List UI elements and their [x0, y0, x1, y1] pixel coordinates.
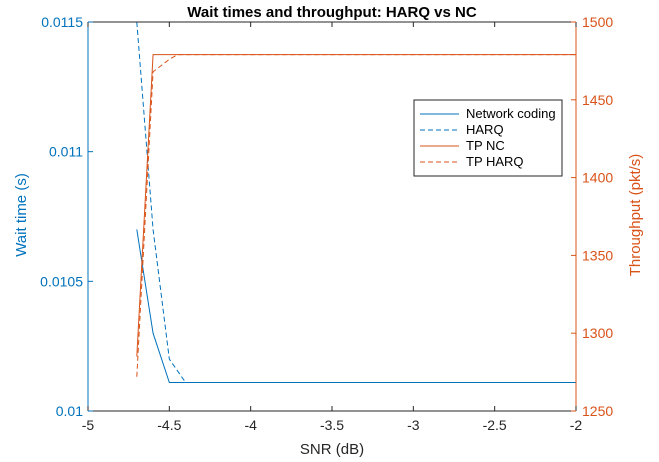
plot-area	[88, 22, 576, 411]
x-tick-label: -2.5	[483, 417, 507, 433]
axes-layer: -5 -4.5 -4 -3.5 -3 -2.5 -2 0.01 0.0105 0.011 0.011…	[40, 14, 613, 433]
x-axis-label: SNR (dB)	[300, 441, 364, 458]
y-right-tick-label: 1250	[582, 403, 613, 419]
y-right-tick-label: 1500	[582, 14, 613, 30]
y-right-tick-label: 1400	[582, 170, 613, 186]
y-right-tick-label: 1350	[582, 247, 613, 263]
legend-label: TP NC	[466, 138, 505, 153]
x-tick-label: -4.5	[157, 417, 181, 433]
series-layer	[136, 22, 576, 383]
legend-label: TP HARQ	[466, 154, 524, 169]
y-left-tick-label: 0.01	[56, 403, 83, 419]
x-tick-label: -5	[82, 417, 95, 433]
y-left-tick-label: 0.0115	[41, 14, 83, 30]
x-tick-label: -4	[244, 417, 257, 433]
legend-box	[413, 99, 563, 177]
x-tick-label: -2	[570, 417, 583, 433]
y-left-tick-label: 0.011	[49, 144, 83, 160]
y-left-tick-label: 0.0105	[40, 273, 83, 289]
legend-label: HARQ	[466, 122, 504, 137]
y-right-tick-label: 1300	[582, 325, 613, 341]
legend-label: Network coding	[466, 106, 556, 121]
y-right-tick-label: 1450	[582, 92, 613, 108]
x-tick-label: -3.5	[320, 417, 344, 433]
y-axis-right-label: Throughput (pkt/s)	[627, 154, 644, 277]
series-line-tp-harq	[136, 54, 576, 377]
y-axis-left-label: Wait time (s)	[13, 173, 30, 257]
chart-title: Wait times and throughput: HARQ vs NC	[187, 4, 477, 21]
x-tick-label: -3	[407, 417, 420, 433]
